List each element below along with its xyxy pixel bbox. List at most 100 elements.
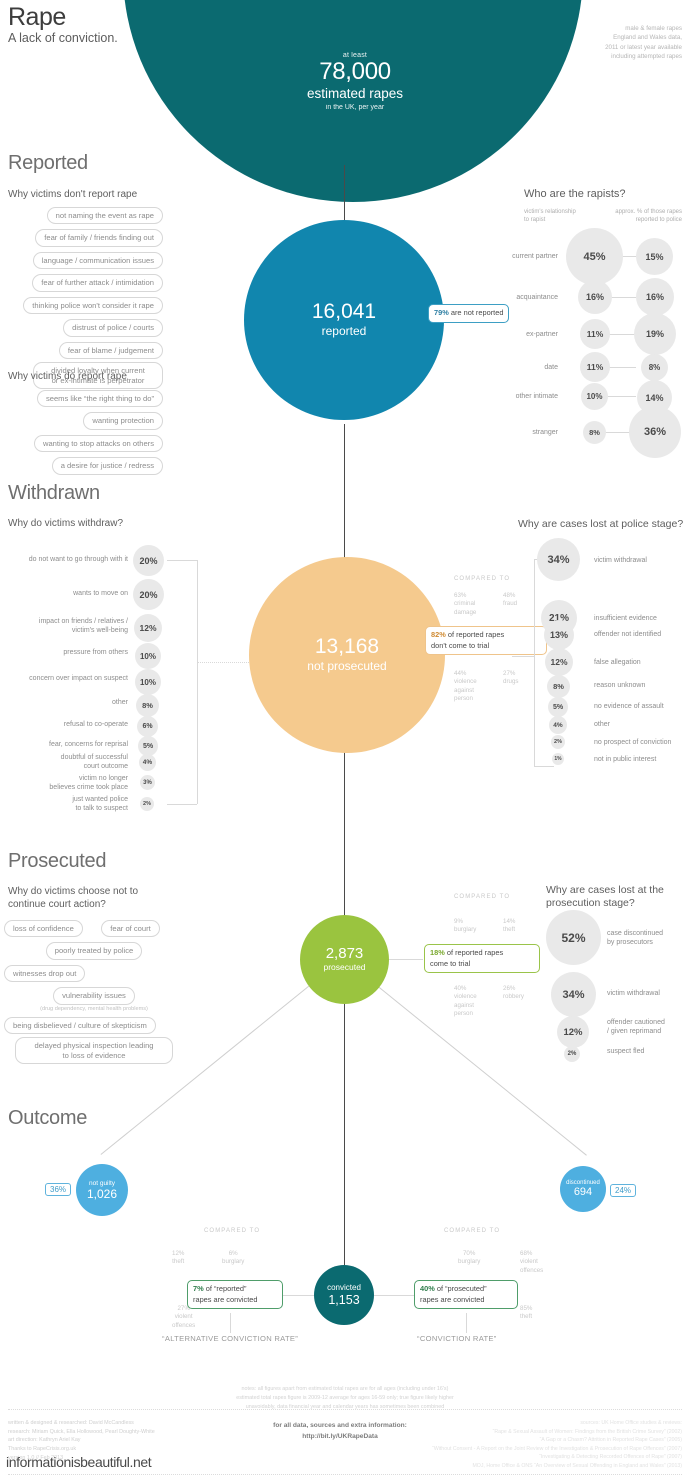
pill-item[interactable]: being disbelieved / culture of skepticis… (4, 1016, 156, 1035)
dome-prefix: at least (342, 52, 368, 59)
pill-item[interactable]: wanting to stop attacks on others (33, 434, 163, 453)
compared-label: fraud (503, 600, 518, 608)
node-not-guilty[interactable]: not guilty 1,026 (76, 1164, 128, 1216)
pill-item[interactable]: wanting protection (83, 412, 163, 430)
compared-pct: 12% (172, 1250, 185, 1257)
prosecuted-pill-list: loss of confidence fear of court poorly … (4, 918, 184, 1065)
pill-item[interactable]: distrust of police / courts (63, 319, 163, 337)
pill-item[interactable]: not naming the event as rape (46, 207, 163, 225)
rapist-row-label: date (544, 364, 558, 371)
pill-item[interactable]: fear of court (101, 920, 160, 938)
rapist-reported-value: 16% (645, 292, 664, 302)
leg-discontinued (376, 985, 587, 1156)
police-stage-value: 34% (547, 553, 570, 566)
withdraw-bubble: 3% (140, 775, 155, 790)
spine-top (344, 165, 345, 250)
connector-convicted-left (278, 1295, 314, 1296)
pill-item[interactable]: poorly treated by police (45, 942, 143, 960)
brand-wordmark[interactable]: informationisbeautiful.net (6, 1454, 152, 1470)
pill-item[interactable]: language / communication issues (32, 251, 163, 270)
compared-pct: 63% (454, 592, 467, 599)
rapist-link (604, 396, 636, 397)
connector-convicted-right (374, 1295, 414, 1296)
prosecution-stage-bubble: 12% (557, 1016, 589, 1048)
dont-report-heading: Why victims don't report rape (8, 189, 138, 200)
rapist-share-bubble: 8% (583, 421, 606, 444)
withdraw-bubble: 20% (133, 545, 164, 576)
callout-alt-conviction-rate[interactable]: 7% of “reported” rapes are convicted (187, 1280, 283, 1310)
withdraw-value: 3% (143, 779, 152, 786)
callout-not-reported[interactable]: 79% are not reported (428, 304, 510, 323)
rapist-row-label: ex-partner (526, 331, 558, 338)
withdraw-row-label: fear, concerns for reprisal (49, 741, 128, 748)
node-convicted-label: convicted (327, 1282, 361, 1292)
pill-item[interactable]: fear of blame / judgement (58, 341, 163, 360)
withdraw-value: 6% (142, 723, 153, 730)
prosecution-stage-label: victim withdrawal (607, 990, 660, 997)
rapist-reported-value: 14% (645, 392, 664, 403)
police-stage-stem (512, 656, 534, 657)
police-stage-bubble: 4% (549, 716, 567, 734)
pill-item[interactable]: witnesses drop out (4, 964, 86, 983)
section-heading-prosecuted: Prosecuted (8, 850, 107, 872)
pill-item[interactable]: vulnerability issues (53, 987, 135, 1005)
callout-conviction-rate[interactable]: 40% of “prosecuted” rapes are convicted (414, 1280, 518, 1310)
node-discontinued[interactable]: discontinued 694 (560, 1166, 606, 1212)
police-stage-value: 21% (548, 612, 569, 624)
police-stage-bubble: 34% (537, 538, 580, 581)
node-not-prosecuted[interactable]: 13,168 not prosecuted (249, 557, 445, 753)
pill-item[interactable]: loss of confidence (4, 920, 83, 938)
node-discontinued-number: 694 (573, 1186, 593, 1199)
callout-not-to-trial[interactable]: 82% of reported rapes don't come to tria… (425, 626, 547, 656)
rapist-link (604, 432, 636, 433)
withdraw-value: 5% (142, 742, 154, 750)
compared-label: violence against person (454, 993, 477, 1018)
callout-come-to-trial[interactable]: 18% of reported rapes come to trial (424, 944, 540, 974)
badge-discontinued[interactable]: 24% (610, 1184, 637, 1197)
compared-item: 12% theft (172, 1250, 184, 1267)
rapists-col1-header: victim's relationship to rapist (524, 209, 576, 224)
node-prosecuted-label: prosecuted (323, 962, 366, 973)
prosecution-stage-heading: Why are cases lost at the prosecution st… (546, 884, 664, 910)
police-stage-heading: Why are cases lost at police stage? (518, 518, 684, 530)
spine-withdrawn-prosecuted (344, 730, 345, 920)
dome-label: estimated rapes (306, 85, 404, 101)
rapists-col2-header: approx. % of those rapes reported to pol… (615, 209, 682, 224)
pill-item[interactable]: seems like “the right thing to do” (36, 390, 163, 408)
footer-data-url[interactable]: http://bit.ly/UKRapeData (302, 1432, 378, 1440)
footer-divider-bottom (8, 1474, 682, 1475)
compared-label: burglary (458, 1258, 481, 1266)
pill-item[interactable]: fear of family / friends finding out (35, 229, 163, 247)
police-stage-label: insufficient evidence (594, 615, 657, 622)
node-prosecuted[interactable]: 2,873 prosecuted (300, 915, 389, 1004)
pill-item[interactable]: fear of further attack / intimidation (32, 274, 163, 292)
badge-not-guilty[interactable]: 36% (45, 1183, 72, 1196)
rapist-row-label: current partner (512, 253, 558, 260)
callout-conv-text: of “prosecuted” (436, 1284, 487, 1293)
title-sub: A lack of conviction. (8, 31, 118, 46)
rapist-link (604, 297, 636, 298)
compared-label: violent offences (172, 1313, 196, 1329)
compared-pct: 44% (454, 670, 467, 677)
rapist-row-label: stranger (532, 429, 558, 436)
compared-pct: 68% (520, 1250, 533, 1257)
page-title: Rape A lack of conviction. (8, 4, 308, 46)
compared-label: burglary (222, 1258, 245, 1266)
callout-not-reported-pct: 79% (434, 308, 449, 317)
rapist-reported-bubble: 36% (629, 406, 681, 458)
node-reported[interactable]: 16,041 reported (244, 220, 444, 420)
rapists-heading: Who are the rapists? (524, 188, 626, 200)
footer-divider-top (8, 1409, 682, 1410)
compared-item: 6% burglary (222, 1250, 244, 1267)
compared-item: 44% violence against person (454, 670, 477, 703)
pill-item[interactable]: thinking police won't consider it rape (23, 296, 163, 315)
rapist-reported-bubble: 16% (636, 278, 674, 316)
pill-item[interactable]: a desire for justice / redress (51, 457, 163, 475)
pill-item[interactable]: divided loyalty when current or ex-intim… (33, 362, 163, 390)
pill-item[interactable]: delayed physical inspection leading to l… (15, 1037, 173, 1065)
prosecution-stage-value: 34% (562, 988, 585, 1001)
prosecution-stage-bubble: 52% (546, 910, 601, 965)
police-stage-label: false allegation (594, 659, 641, 666)
node-convicted[interactable]: convicted 1,153 (314, 1265, 374, 1325)
police-stage-bubble: 2% (551, 735, 565, 749)
